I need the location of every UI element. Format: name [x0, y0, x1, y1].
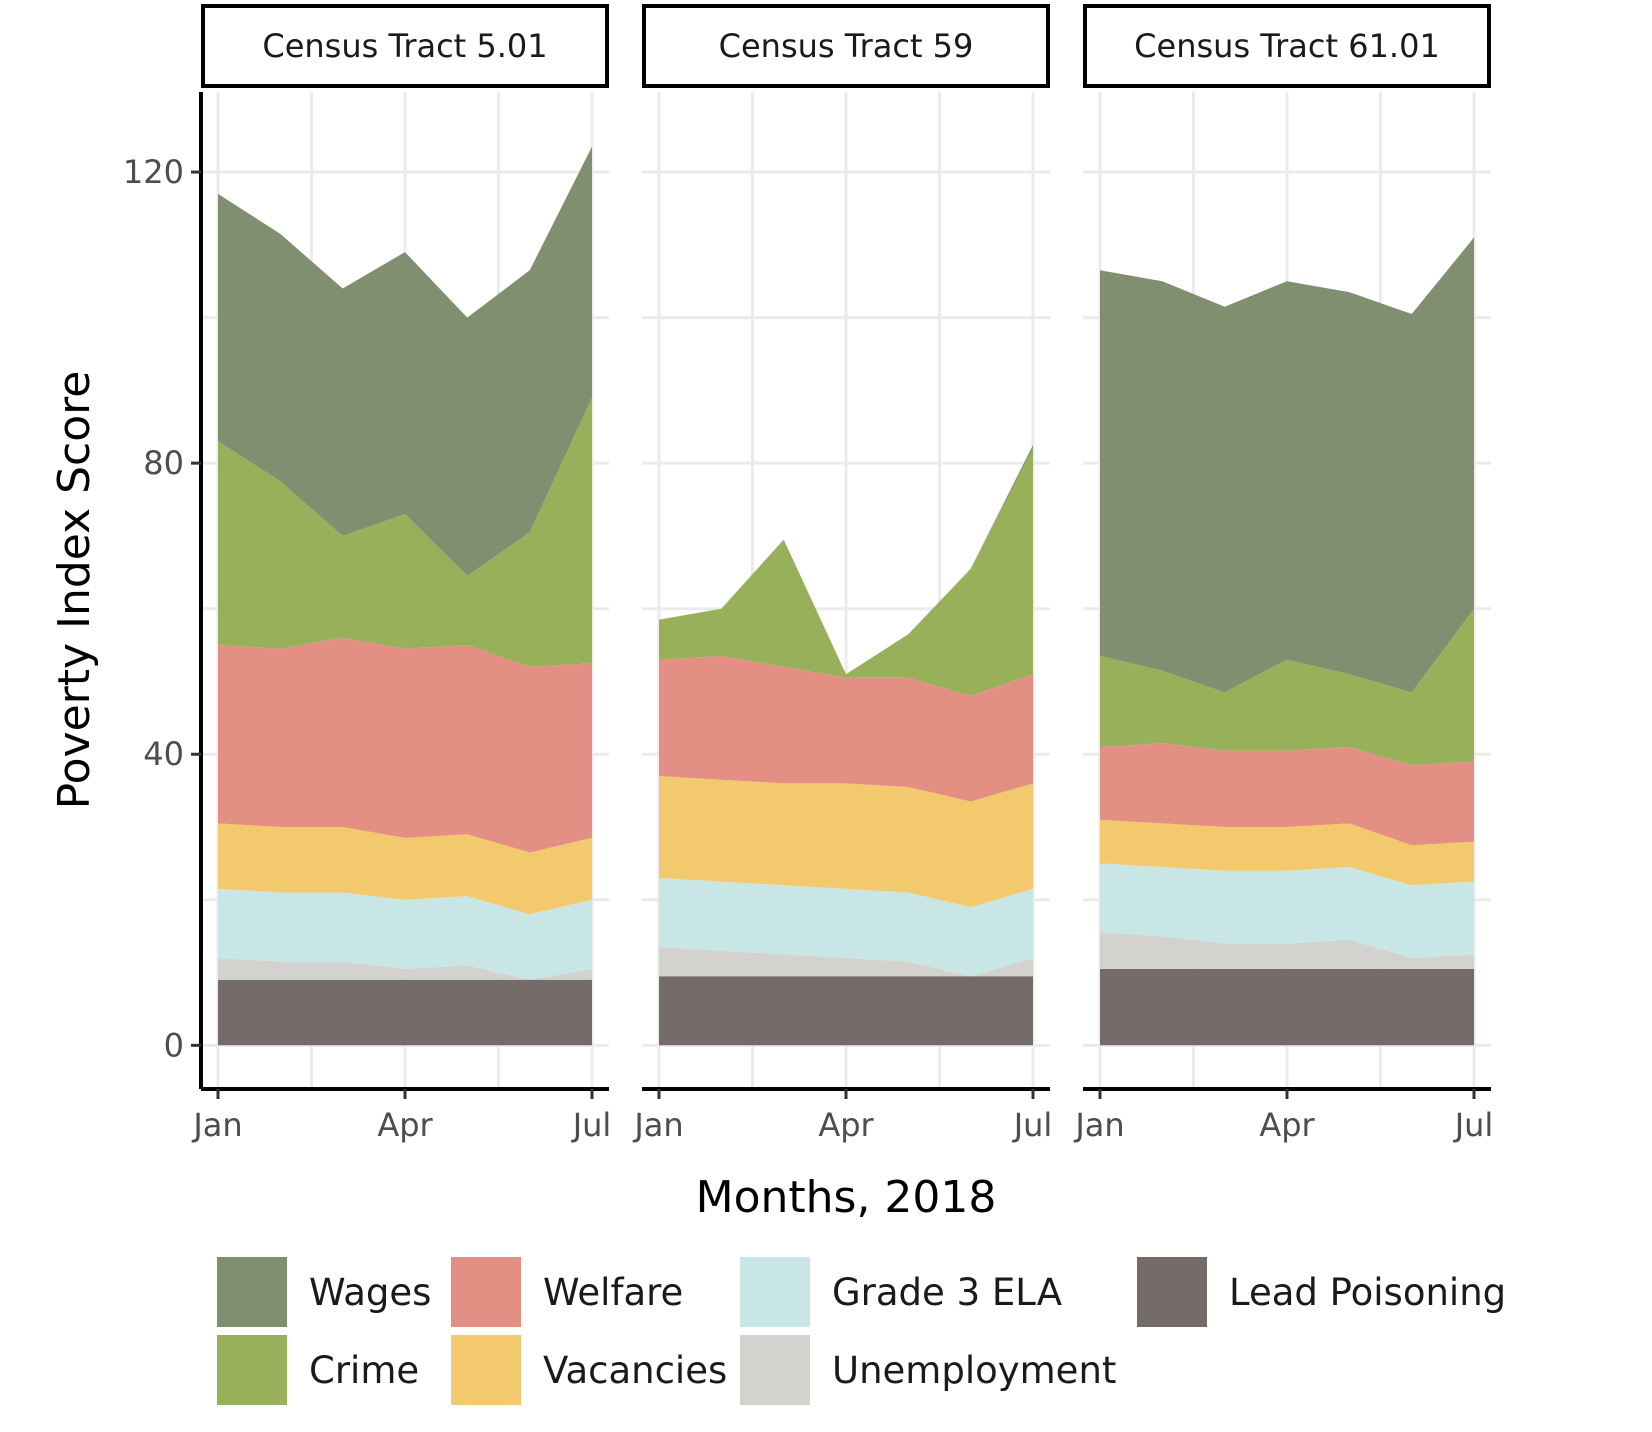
x-tick-label: Jan	[632, 1106, 683, 1144]
x-tick-label: Jul	[1453, 1106, 1494, 1144]
area-unemployment	[659, 947, 1033, 977]
legend-item-wages: Wages	[217, 1257, 431, 1327]
facet-strip	[642, 4, 1050, 88]
stacked-areas	[218, 146, 592, 1046]
legend-label: Crime	[309, 1349, 419, 1392]
legend-item-grade-3-ela: Grade 3 ELA	[740, 1257, 1062, 1327]
x-tick-label: Apr	[1259, 1106, 1315, 1144]
area-wages	[218, 146, 592, 576]
area-welfare	[218, 637, 592, 853]
legend-label: Vacancies	[543, 1349, 727, 1392]
area-vacancies	[218, 823, 592, 915]
legend-item-welfare: Welfare	[451, 1257, 683, 1327]
y-tick-label: 120	[123, 153, 184, 191]
area-welfare	[1100, 743, 1474, 846]
legend-item-unemployment: Unemployment	[740, 1335, 1116, 1405]
y-tick-label: 80	[143, 444, 184, 482]
x-tick-label: Jul	[571, 1106, 612, 1144]
area-lead-poisoning	[1100, 968, 1474, 1046]
y-tick-label: 0	[164, 1026, 184, 1064]
area-vacancies	[1100, 819, 1474, 886]
legend-label: Wages	[309, 1271, 431, 1314]
panel-census-tract-59: Jan Apr Jul Census Tract 59	[632, 4, 1053, 1144]
area-crime	[659, 448, 1033, 696]
area-lead-poisoning	[659, 976, 1033, 1046]
area-crime	[1100, 608, 1474, 766]
legend-swatch	[451, 1335, 521, 1405]
area-unemployment	[1100, 932, 1474, 969]
facet-strip-label: Census Tract 5.01	[262, 27, 547, 65]
facet-strip	[201, 4, 609, 88]
legend-item-vacancies: Vacancies	[451, 1335, 727, 1405]
area-vacancies	[659, 776, 1033, 908]
y-tick-label: 40	[143, 735, 184, 773]
panel-census-tract-5-01: 0 40 80 120 Jan Apr Jul Census Tract 5.01	[123, 4, 612, 1144]
legend-swatch	[740, 1257, 810, 1327]
legend-swatch	[451, 1257, 521, 1327]
x-tick-label: Apr	[377, 1106, 433, 1144]
x-axis-title: Months, 2018	[696, 1172, 997, 1223]
legend-label: Welfare	[543, 1271, 683, 1314]
legend-label: Grade 3 ELA	[832, 1271, 1062, 1314]
area-crime	[218, 397, 592, 667]
x-tick-label: Jan	[191, 1106, 242, 1144]
panels-layer: 0 40 80 120 Jan Apr Jul Census Tract 5.01 Jan Apr…	[123, 4, 1494, 1144]
axis-titles: Months, 2018 Poverty Index Score	[49, 371, 996, 1223]
y-axis-title: Poverty Index Score	[49, 371, 100, 810]
legend-swatch	[1137, 1257, 1207, 1327]
legend-swatch	[217, 1335, 287, 1405]
stacked-areas	[1100, 237, 1474, 1046]
facet-strip-label: Census Tract 61.01	[1134, 27, 1440, 65]
x-tick-label: Jan	[1073, 1106, 1124, 1144]
area-grade-3-ela	[659, 878, 1033, 977]
facet-strip-label: Census Tract 59	[719, 27, 974, 65]
legend: Wages Crime Welfare Vacancies Grade 3 ELA Une…	[217, 1257, 1506, 1405]
legend-swatch	[217, 1257, 287, 1327]
area-wages	[1100, 237, 1474, 693]
legend-item-crime: Crime	[217, 1335, 419, 1405]
facet-strip	[1083, 4, 1491, 88]
panel-census-tract-61-01: Jan Apr Jul Census Tract 61.01	[1073, 4, 1494, 1144]
legend-swatch	[740, 1335, 810, 1405]
legend-label: Lead Poisoning	[1229, 1271, 1506, 1314]
area-lead-poisoning	[218, 979, 592, 1046]
area-welfare	[659, 656, 1033, 802]
legend-item-lead-poisoning: Lead Poisoning	[1137, 1257, 1506, 1327]
area-grade-3-ela	[218, 888, 592, 980]
stacked-areas	[659, 445, 1033, 1046]
area-grade-3-ela	[1100, 863, 1474, 958]
legend-label: Unemployment	[832, 1349, 1116, 1392]
x-tick-label: Apr	[818, 1106, 874, 1144]
x-tick-label: Jul	[1012, 1106, 1053, 1144]
